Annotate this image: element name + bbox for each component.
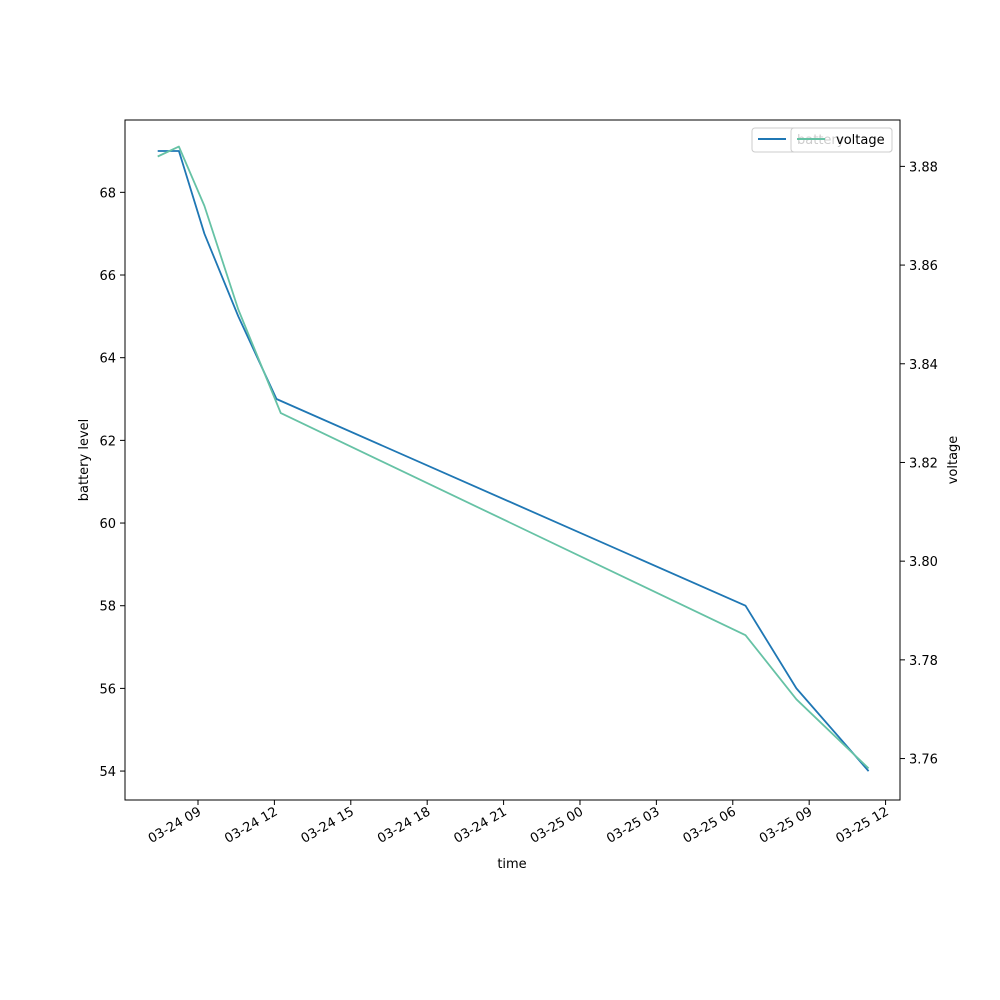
left-y-tick-label: 54 xyxy=(99,765,116,780)
axes-frame xyxy=(124,119,901,801)
series-voltage-line xyxy=(157,145,870,770)
left-y-axis-label: battery level xyxy=(77,419,92,502)
right-y-tick-label: 3.82 xyxy=(909,456,938,471)
right-y-tick-label: 3.88 xyxy=(909,160,938,175)
right-y-tick-label: 3.80 xyxy=(909,555,938,570)
plot-area xyxy=(157,145,870,772)
right-y-tick-label: 3.76 xyxy=(909,753,938,768)
left-y-axis-ticks: 54 56 58 60 62 64 66 68 xyxy=(99,186,125,780)
right-y-axis-ticks: 3.76 3.78 3.80 3.82 3.84 3.86 3.88 xyxy=(900,160,938,768)
legend-voltage-label: voltage xyxy=(836,133,885,148)
right-y-axis-label: voltage xyxy=(946,436,961,485)
left-y-tick-label: 58 xyxy=(99,600,116,615)
left-y-tick-label: 68 xyxy=(99,186,116,201)
left-y-tick-label: 60 xyxy=(99,517,116,532)
left-y-tick-label: 62 xyxy=(99,434,116,449)
legend-voltage-box xyxy=(790,127,893,153)
right-y-tick-label: 3.86 xyxy=(909,259,938,274)
right-y-tick-label: 3.84 xyxy=(909,358,938,373)
right-y-tick-label: 3.78 xyxy=(909,654,938,669)
x-axis-label: time xyxy=(497,857,526,872)
left-y-tick-label: 64 xyxy=(99,352,116,367)
left-y-tick-label: 56 xyxy=(99,682,116,697)
axes xyxy=(124,119,901,801)
left-y-tick-label: 66 xyxy=(99,269,116,284)
legend-voltage: voltage xyxy=(790,127,893,153)
